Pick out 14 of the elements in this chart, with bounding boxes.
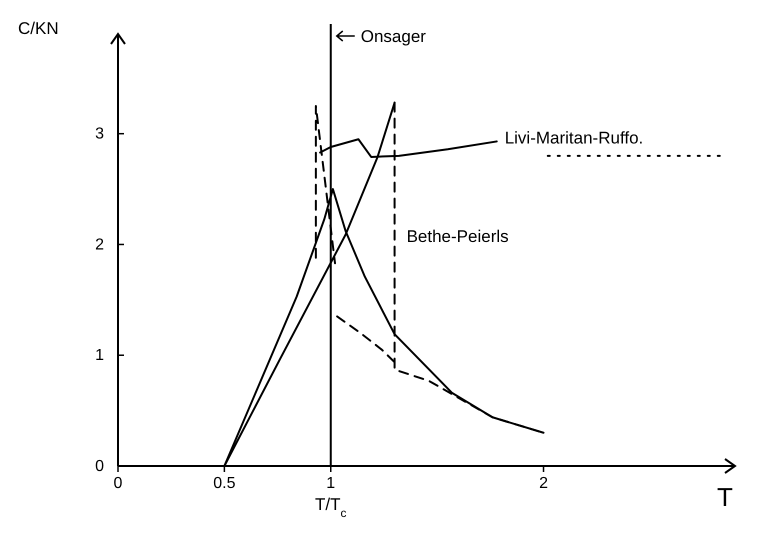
y-tick-label: 2 xyxy=(95,236,104,254)
x-tick-label: 1 xyxy=(326,475,336,492)
x-tick-label: 0 xyxy=(114,475,123,492)
ref-line-label: Onsager xyxy=(360,27,426,46)
x-axis-title: T xyxy=(717,482,734,512)
series-label: Bethe-Peierls xyxy=(406,227,509,246)
y-axis-title: C/KN xyxy=(18,19,59,38)
y-tick-label: 1 xyxy=(95,347,104,364)
x-tick-label: 2 xyxy=(539,475,548,492)
y-tick-label: 0 xyxy=(95,458,104,475)
x-tick-label: 0.5 xyxy=(213,475,236,492)
y-tick-label: 3 xyxy=(95,126,104,143)
annotation: T/T$_{c}$ xyxy=(315,495,347,520)
series-label: Livi-Maritan-Ruffo. xyxy=(504,128,644,148)
